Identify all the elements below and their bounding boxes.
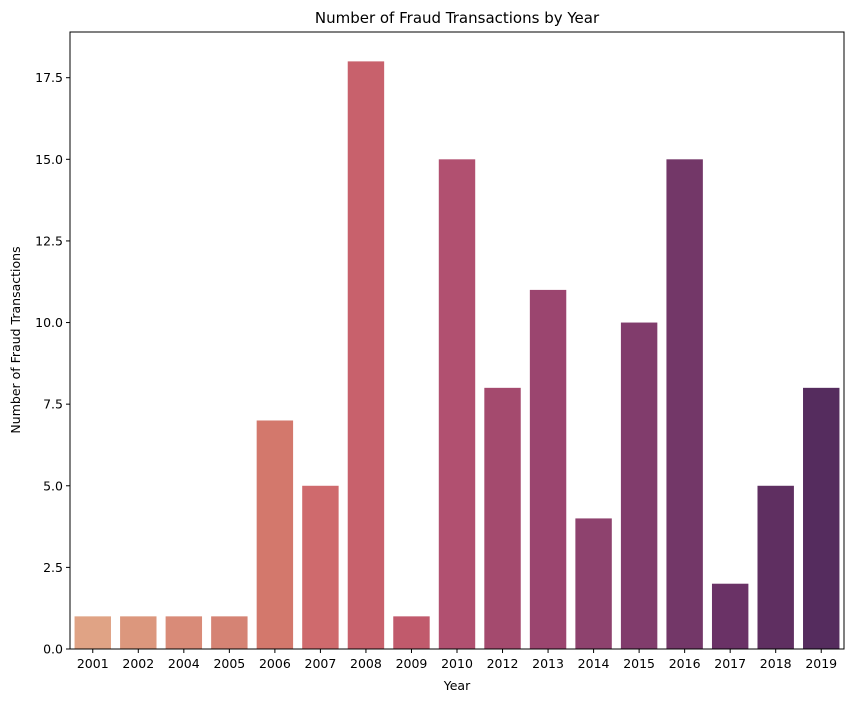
bar-2018 [757,485,794,649]
x-tick-label: 2008 [350,656,382,671]
x-tick-label: 2001 [77,656,109,671]
x-tick-label: 2016 [669,656,701,671]
bar-2006 [256,420,294,649]
x-axis-ticks: 2001 2002 2004 2005 2006 2007 2008 2009 2010 2012… [77,649,837,671]
bar-2013 [529,289,567,649]
x-tick-label: 2007 [305,656,337,671]
chart-title: Number of Fraud Transactions by Year [315,9,600,27]
x-tick-label: 2009 [396,656,428,671]
bar-2014 [575,518,612,649]
y-tick-label: 7.5 [43,397,63,412]
x-tick-label: 2005 [213,656,245,671]
bar-2010 [438,159,476,650]
y-axis-ticks: 0.0 2.5 5.0 7.5 10.0 12.5 15.0 17.5 [35,70,70,657]
y-tick-label: 17.5 [35,70,63,85]
bar-2002 [120,616,157,649]
x-tick-label: 2019 [805,656,837,671]
bar-2008 [347,61,385,649]
y-tick-label: 2.5 [43,560,63,575]
x-tick-label: 2006 [259,656,291,671]
bar-2001 [74,616,111,649]
bar-2005 [211,616,248,649]
x-tick-label: 2014 [578,656,610,671]
x-tick-label: 2015 [623,656,655,671]
bar-2017 [711,583,749,649]
x-tick-label: 2004 [168,656,200,671]
y-axis-title: Number of Fraud Transactions [8,246,23,433]
x-tick-label: 2013 [532,656,564,671]
x-tick-label: 2012 [487,656,519,671]
y-tick-label: 15.0 [35,152,63,167]
plot-frame [69,31,845,650]
bars-layer [74,61,840,650]
bar-2016 [666,159,703,650]
x-tick-label: 2010 [441,656,473,671]
y-tick-label: 0.0 [43,642,63,657]
x-axis-title: Year [443,678,471,693]
y-tick-label: 12.5 [35,233,63,248]
bar-2004 [165,616,203,649]
x-tick-label: 2002 [122,656,154,671]
bar-2012 [484,387,521,649]
x-tick-label: 2017 [714,656,746,671]
bar-2019 [803,387,840,649]
bar-2015 [620,322,658,649]
y-tick-label: 10.0 [35,315,63,330]
y-tick-label: 5.0 [43,478,63,493]
bar-2007 [302,485,339,649]
bar-2009 [393,616,430,649]
x-tick-label: 2018 [760,656,792,671]
